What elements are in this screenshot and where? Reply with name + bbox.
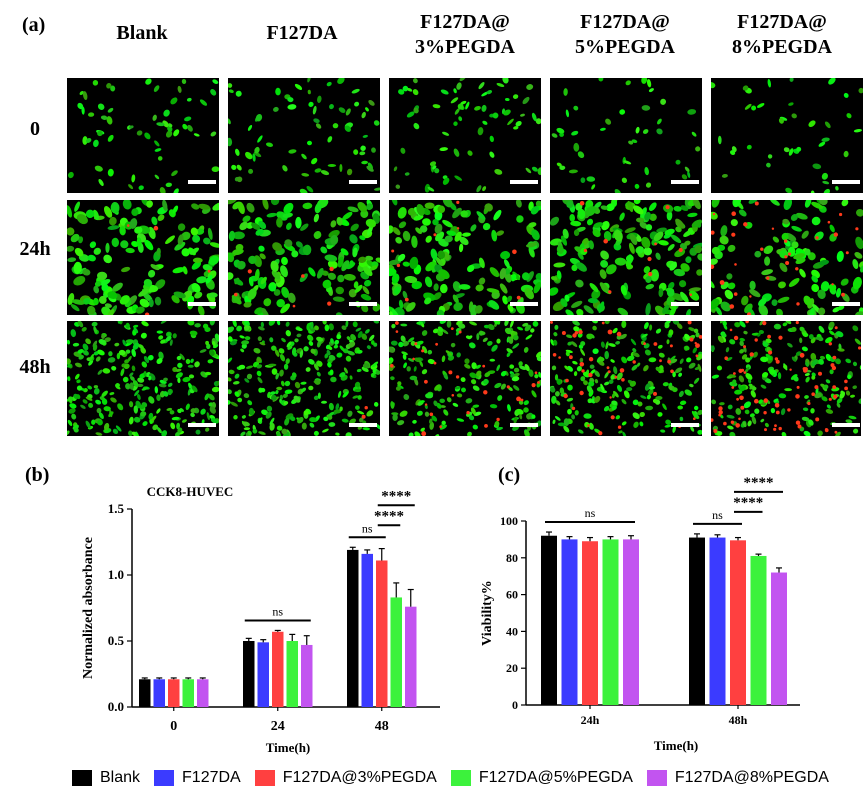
x-tick-label: 24 [271, 719, 285, 734]
x-axis-label: Time(h) [654, 738, 699, 753]
significance-label: ns [585, 506, 596, 520]
y-tick-label: 20 [506, 661, 518, 675]
bar [623, 539, 639, 705]
row-header-24h: 24h [19, 238, 51, 260]
column-header-8pegda: F127DA@ 8%PEGDA [732, 11, 832, 58]
fluorescence-image [228, 200, 380, 315]
fluorescence-image [550, 321, 702, 436]
y-tick-label: 60 [506, 588, 518, 602]
y-tick-label: 40 [506, 624, 518, 638]
bar [376, 560, 388, 707]
bar [602, 539, 619, 705]
bar [347, 549, 359, 707]
bar [286, 641, 298, 707]
bar [561, 539, 578, 705]
legend-label: F127DA@5%PEGDA [478, 769, 633, 786]
legend-label: F127DA@3%PEGDA [282, 769, 437, 786]
bar [301, 644, 313, 707]
fluorescence-image [711, 200, 863, 315]
fluorescence-image [389, 200, 541, 315]
bar [182, 679, 194, 707]
x-tick-label: 24h [581, 713, 600, 727]
legend-label: F127DA [182, 769, 241, 786]
bar [153, 679, 165, 707]
significance-label: **** [374, 508, 404, 524]
significance-label: ns [712, 508, 723, 522]
legend-swatch [450, 770, 471, 786]
legend-item-3pegda: F127DA@3%PEGDA [254, 769, 437, 787]
significance-label: ns [272, 604, 283, 618]
y-tick-label: 100 [500, 514, 518, 528]
panel-c-label: (c) [498, 464, 521, 486]
significance-label: ns [362, 521, 373, 535]
fluorescence-image [228, 321, 380, 436]
legend-swatch [254, 770, 275, 786]
legend-item-5pegda: F127DA@5%PEGDA [450, 769, 633, 787]
bar [257, 642, 269, 707]
fluorescence-image [67, 78, 219, 193]
bar [405, 606, 417, 707]
bar [750, 555, 767, 705]
y-axis-label: Normalized absorbance [81, 537, 96, 679]
bar [709, 537, 726, 705]
bar [390, 597, 402, 707]
fluorescence-image [228, 78, 380, 193]
legend-item-blank: Blank [72, 769, 140, 787]
fluorescence-image [550, 78, 702, 193]
bar [361, 553, 373, 707]
y-tick-label: 1.5 [108, 501, 125, 516]
row-header-48h: 48h [19, 356, 51, 378]
column-header-3pegda: F127DA@ 3%PEGDA [415, 11, 515, 58]
column-header-f127da: F127DA [266, 22, 338, 44]
bar [689, 537, 705, 705]
x-tick-label: 48h [729, 713, 748, 727]
panel-a-label: (a) [22, 14, 46, 36]
y-tick-label: 0 [512, 698, 518, 712]
y-tick-label: 0.0 [108, 699, 124, 714]
legend: Blank F127DA F127DA@3%PEGDA F127DA@5%PEG… [72, 769, 829, 787]
fluorescence-image [389, 321, 541, 436]
fluorescence-image [711, 321, 861, 436]
legend-swatch [72, 770, 92, 786]
bar [582, 541, 598, 705]
legend-swatch [154, 770, 175, 786]
bar [243, 641, 255, 707]
significance-label: **** [744, 475, 774, 491]
panel-b-label: (b) [25, 464, 50, 486]
chart-title: CCK8-HUVEC [147, 484, 234, 499]
significance-label: **** [733, 495, 763, 511]
bar [197, 679, 209, 707]
significance-label: **** [381, 488, 411, 504]
y-axis-label: Viability% [480, 580, 495, 646]
fluorescence-image [389, 78, 541, 193]
legend-label: F127DA@8%PEGDA [674, 769, 829, 786]
column-header-5pegda: F127DA@ 5%PEGDA [575, 11, 675, 58]
bar [771, 572, 787, 705]
fluorescence-image [711, 78, 863, 193]
bar [730, 540, 746, 705]
column-header-blank: Blank [116, 22, 168, 44]
legend-item-f127da: F127DA [154, 769, 241, 787]
fluorescence-image [550, 200, 702, 315]
bar [541, 535, 557, 705]
x-axis-label: Time(h) [266, 740, 311, 755]
fluorescence-image [67, 321, 219, 436]
legend-swatch [646, 770, 667, 786]
row-header-0: 0 [30, 118, 40, 140]
y-tick-label: 1.0 [108, 567, 124, 582]
legend-item-8pegda: F127DA@8%PEGDA [646, 769, 829, 787]
bar [139, 679, 151, 707]
y-tick-label: 80 [506, 551, 518, 565]
y-tick-label: 0.5 [108, 633, 125, 648]
charts-canvas: 0.00.51.01.50 24 48nsns********CCK8-HUVECN… [81, 475, 800, 755]
x-tick-label: 48 [375, 719, 389, 734]
legend-label: Blank [100, 769, 141, 786]
bar [168, 679, 180, 707]
bar [272, 631, 284, 707]
x-tick-label: 0 [170, 719, 177, 734]
fluorescence-image [67, 200, 219, 315]
